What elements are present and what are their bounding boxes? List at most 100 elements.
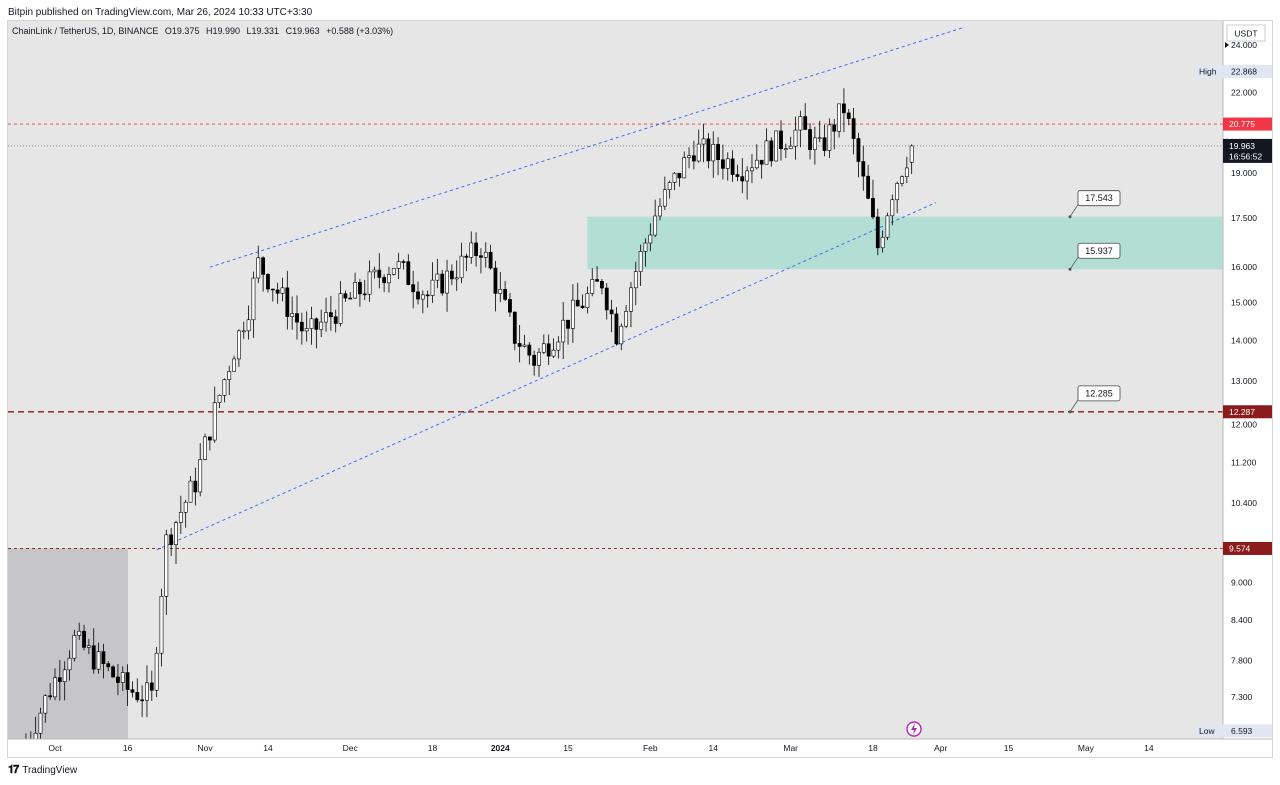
candle[interactable]: [900, 176, 904, 184]
candle[interactable]: [367, 271, 372, 295]
candle[interactable]: [711, 144, 716, 162]
candle[interactable]: [430, 279, 435, 296]
candle[interactable]: [251, 277, 256, 321]
candle[interactable]: [774, 130, 779, 162]
candle[interactable]: [358, 282, 362, 295]
candle[interactable]: [232, 358, 236, 372]
candle[interactable]: [537, 351, 541, 366]
candle[interactable]: [895, 183, 900, 201]
candle[interactable]: [295, 313, 299, 323]
candle[interactable]: [638, 251, 643, 272]
candle[interactable]: [851, 118, 856, 139]
candle[interactable]: [595, 279, 599, 282]
candle[interactable]: [314, 318, 319, 330]
candle[interactable]: [174, 522, 178, 546]
candle[interactable]: [483, 251, 488, 258]
candle[interactable]: [120, 672, 125, 683]
candle[interactable]: [203, 436, 207, 460]
candle[interactable]: [832, 124, 837, 132]
candle[interactable]: [285, 287, 290, 317]
candle[interactable]: [817, 137, 822, 140]
candle[interactable]: [280, 287, 285, 294]
candle[interactable]: [682, 157, 687, 179]
candle[interactable]: [125, 672, 130, 690]
candle[interactable]: [783, 148, 788, 150]
candle[interactable]: [237, 330, 241, 360]
price-chart[interactable]: 41.61836.46330.02926.81917.54315.93712.2…: [8, 21, 1273, 758]
candle[interactable]: [624, 311, 629, 327]
chart-area[interactable]: 41.61836.46330.02926.81917.54315.93712.2…: [7, 20, 1273, 758]
candle[interactable]: [256, 257, 261, 279]
candle[interactable]: [372, 269, 377, 273]
candle[interactable]: [629, 287, 633, 312]
candle[interactable]: [425, 294, 430, 297]
candle[interactable]: [798, 116, 803, 131]
candle[interactable]: [169, 534, 174, 546]
candle[interactable]: [449, 270, 454, 280]
candle[interactable]: [212, 402, 217, 441]
candle[interactable]: [812, 137, 817, 150]
candle[interactable]: [130, 689, 135, 693]
candle[interactable]: [261, 257, 266, 275]
candle[interactable]: [600, 281, 604, 289]
candle[interactable]: [57, 677, 62, 682]
candle[interactable]: [691, 155, 696, 162]
channel-upper-line[interactable]: [209, 26, 966, 268]
candle[interactable]: [396, 261, 401, 269]
candle[interactable]: [890, 199, 895, 217]
candle[interactable]: [512, 311, 517, 344]
candle[interactable]: [793, 129, 798, 147]
currency-selector[interactable]: [1226, 24, 1266, 42]
candle[interactable]: [648, 234, 653, 244]
candle[interactable]: [86, 645, 91, 648]
candle[interactable]: [904, 167, 909, 177]
candle[interactable]: [140, 699, 145, 702]
candle[interactable]: [227, 371, 232, 380]
candle[interactable]: [159, 596, 164, 654]
candle[interactable]: [217, 395, 222, 403]
candle[interactable]: [459, 255, 464, 279]
candle[interactable]: [885, 215, 890, 238]
candle[interactable]: [77, 630, 82, 636]
candle[interactable]: [493, 267, 498, 294]
candle[interactable]: [48, 695, 53, 698]
candle[interactable]: [706, 138, 711, 162]
candle[interactable]: [871, 198, 875, 218]
candle[interactable]: [570, 299, 575, 329]
candle[interactable]: [725, 158, 730, 169]
candle[interactable]: [382, 277, 387, 284]
candle[interactable]: [469, 242, 474, 258]
candle[interactable]: [328, 312, 333, 318]
candle[interactable]: [503, 289, 508, 300]
candle[interactable]: [687, 155, 691, 158]
time-axis[interactable]: [8, 739, 1273, 758]
candle[interactable]: [96, 651, 101, 670]
candle[interactable]: [643, 242, 648, 252]
candle[interactable]: [585, 293, 590, 309]
candle[interactable]: [522, 344, 527, 347]
candle[interactable]: [222, 379, 227, 396]
candle[interactable]: [730, 158, 735, 175]
candle[interactable]: [406, 261, 411, 285]
candle[interactable]: [116, 676, 120, 683]
candle[interactable]: [769, 140, 774, 162]
candle[interactable]: [207, 436, 212, 441]
candle[interactable]: [154, 652, 159, 691]
candle[interactable]: [353, 282, 357, 299]
candle[interactable]: [604, 287, 609, 311]
candle[interactable]: [590, 279, 595, 294]
price-callout[interactable]: [1077, 242, 1121, 259]
candle[interactable]: [319, 321, 324, 330]
candle[interactable]: [561, 319, 566, 343]
candle[interactable]: [178, 511, 183, 523]
candle[interactable]: [827, 124, 832, 151]
candle[interactable]: [145, 682, 149, 701]
candle[interactable]: [677, 172, 682, 179]
candle[interactable]: [411, 284, 416, 293]
candle[interactable]: [362, 293, 367, 296]
candle[interactable]: [842, 103, 846, 114]
candle[interactable]: [575, 299, 580, 307]
price-callout[interactable]: [1077, 385, 1121, 402]
candle[interactable]: [580, 305, 585, 309]
candle[interactable]: [348, 297, 353, 300]
